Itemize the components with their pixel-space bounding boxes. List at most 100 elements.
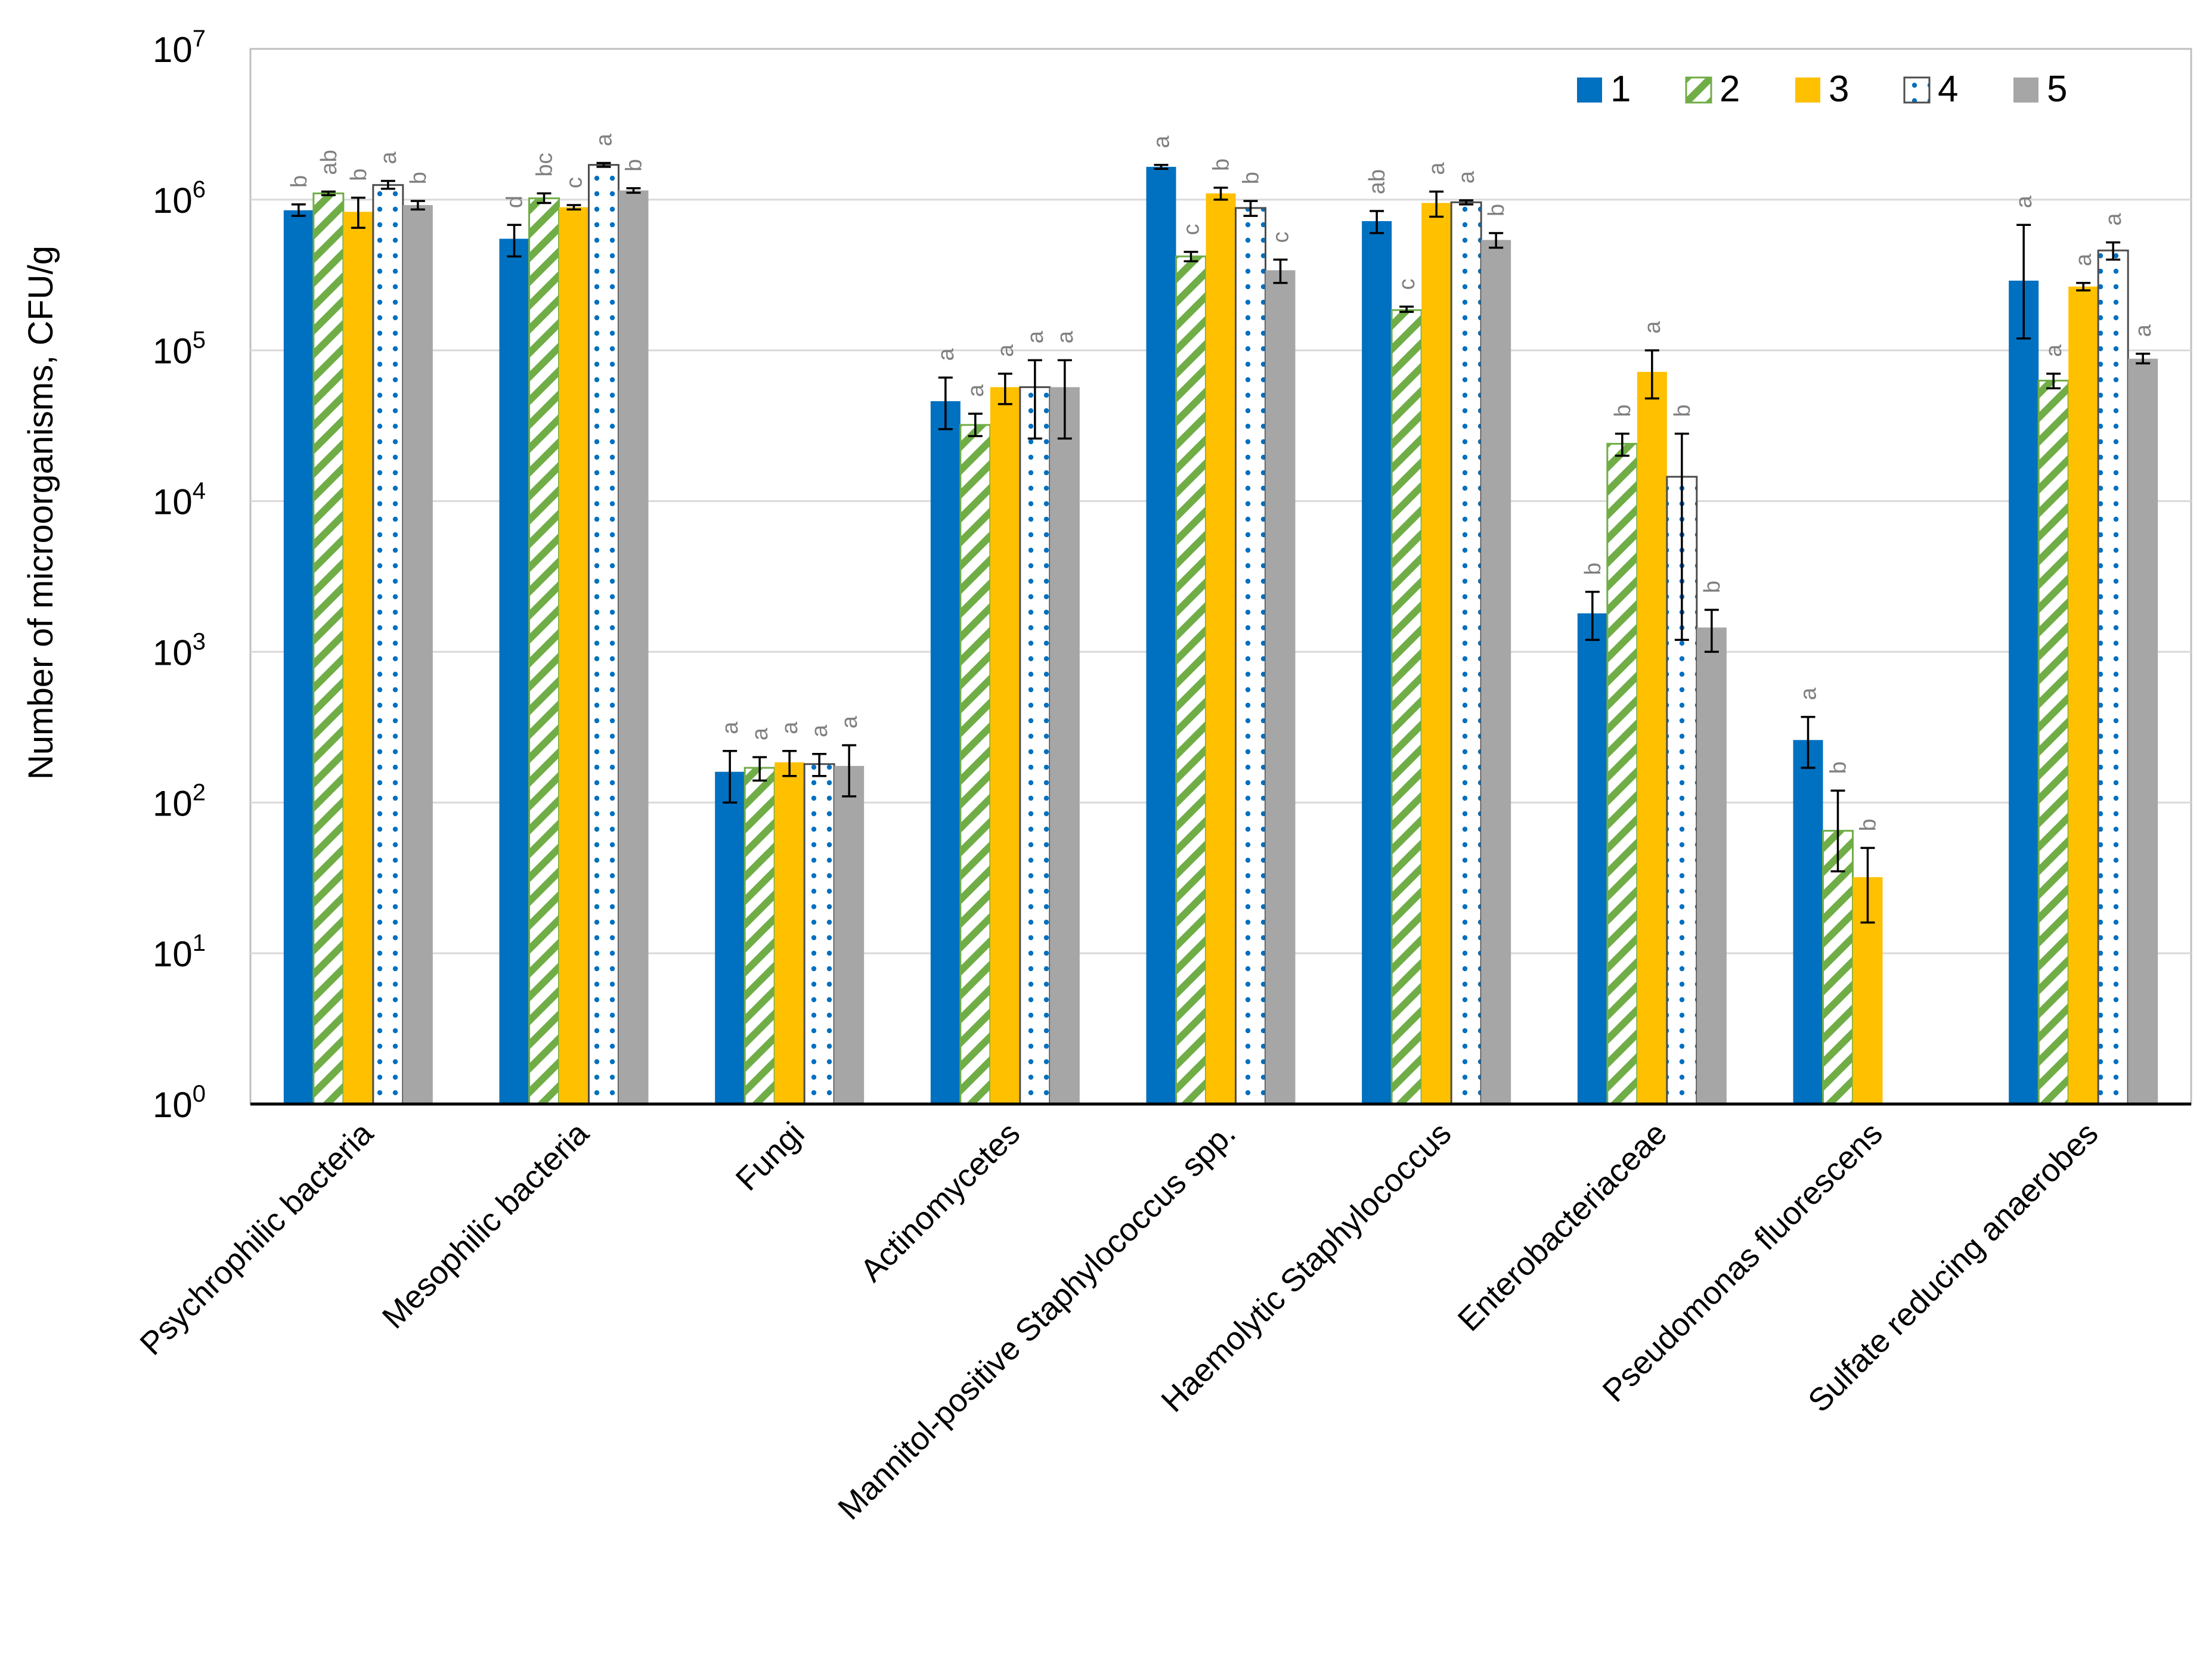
legend: 1 2 3 4 5 xyxy=(1577,69,2067,110)
bar-series-1 xyxy=(1793,740,1823,1104)
significance-letter: b xyxy=(1484,204,1509,216)
legend-swatch-3 xyxy=(1795,77,1820,103)
significance-letter: b xyxy=(287,175,312,188)
significance-letter: a xyxy=(1023,330,1048,343)
significance-letter: a xyxy=(2041,344,2067,357)
bar-series-5 xyxy=(1481,240,1511,1104)
legend-label: 2 xyxy=(1720,69,1740,110)
significance-letter: a xyxy=(2012,195,2037,208)
error-bar xyxy=(1830,789,1845,873)
error-bar xyxy=(1027,359,1042,440)
bar-series-3 xyxy=(559,207,589,1104)
error-bar xyxy=(1615,432,1629,457)
bars-layer xyxy=(283,164,2158,1105)
error-bar xyxy=(938,376,953,430)
y-tick-label: 105 xyxy=(153,327,206,371)
bar-series-4 xyxy=(1450,201,1482,1105)
significance-letter: a xyxy=(1150,135,1175,148)
significance-letter: a xyxy=(592,133,617,146)
bar-series-1 xyxy=(1362,221,1392,1104)
y-tick-label: 103 xyxy=(153,628,206,672)
bar-series-2 xyxy=(743,767,776,1105)
error-bar xyxy=(1273,258,1288,284)
bar-series-1 xyxy=(1146,166,1176,1105)
bar-series-1 xyxy=(2009,280,2039,1104)
significance-letter: b xyxy=(346,168,371,181)
error-bar xyxy=(2136,352,2151,365)
significance-letter: b xyxy=(1670,404,1695,417)
x-category-label: Mesophilic bacteria xyxy=(376,1115,596,1335)
bar-series-2 xyxy=(1175,255,1207,1105)
error-bar xyxy=(1057,359,1072,440)
significance-letter: b xyxy=(1581,563,1606,575)
x-category-label: Mannitol-positive Staphylococcus spp. xyxy=(831,1115,1243,1527)
error-bar xyxy=(968,413,983,438)
bar-series-4 xyxy=(803,763,835,1105)
y-tick-label: 106 xyxy=(153,176,206,221)
significance-letter: a xyxy=(2101,213,2126,226)
error-bar xyxy=(410,200,425,211)
error-bar xyxy=(321,190,336,197)
significance-letter: a xyxy=(934,348,959,361)
y-tick-labels: 100 101 102 103 104 105 106 107 xyxy=(153,26,206,1125)
bar-series-3 xyxy=(1206,193,1236,1104)
error-bar xyxy=(351,196,365,229)
significance-letter: a xyxy=(807,724,832,737)
error-bar xyxy=(723,749,738,804)
y-tick-label: 101 xyxy=(153,930,206,974)
significance-letter: a xyxy=(1424,162,1449,175)
error-bar xyxy=(507,224,522,258)
significance-letter: a xyxy=(993,344,1018,357)
error-bar xyxy=(1674,432,1689,641)
y-tick-label: 102 xyxy=(153,779,206,823)
bar-series-4 xyxy=(1019,386,1051,1105)
error-bar xyxy=(997,373,1012,405)
bar-series-2 xyxy=(312,192,345,1105)
bar-series-1 xyxy=(715,771,745,1104)
significance-letter: c xyxy=(1395,278,1420,290)
significance-letter: a xyxy=(1053,330,1078,343)
y-axis-title: Number of microorganisms, CFU/g xyxy=(21,246,60,780)
bar-series-3 xyxy=(774,762,805,1104)
significance-letter: a xyxy=(837,715,862,728)
legend-swatch-2 xyxy=(1685,76,1712,104)
significance-letter: b xyxy=(1700,581,1725,593)
significance-letter: a xyxy=(1796,687,1821,700)
significance-letter: b xyxy=(1209,159,1234,171)
error-bar xyxy=(1154,163,1169,170)
error-bar xyxy=(380,179,395,190)
significance-letter: c xyxy=(562,177,587,188)
significance-letter: a xyxy=(2071,253,2096,266)
bar-series-3 xyxy=(1637,371,1667,1104)
error-bar xyxy=(1184,250,1198,263)
error-bar xyxy=(1243,200,1258,217)
bar-series-3 xyxy=(2068,286,2099,1104)
bar-series-1 xyxy=(930,401,961,1104)
error-bar xyxy=(2016,224,2031,340)
significance-letter: bc xyxy=(532,153,557,176)
error-bar xyxy=(1213,187,1228,201)
significance-letter: b xyxy=(406,172,431,184)
bar-series-4 xyxy=(372,184,404,1105)
error-bar xyxy=(1399,305,1414,313)
significance-letter: a xyxy=(1454,170,1479,184)
bar-series-2 xyxy=(2037,379,2070,1105)
bar-series-3 xyxy=(343,212,373,1104)
significance-letter: ab xyxy=(317,150,342,175)
legend-label: 5 xyxy=(2047,69,2067,110)
bar-series-5 xyxy=(1265,270,1296,1104)
bar-series-5 xyxy=(618,190,649,1104)
error-bar xyxy=(2076,281,2091,292)
error-bar xyxy=(2046,373,2061,390)
bar-series-2 xyxy=(1390,309,1423,1105)
bar-series-2 xyxy=(528,197,560,1105)
error-bar xyxy=(1860,847,1875,924)
significance-letter: ab xyxy=(1365,169,1390,194)
x-category-label: Enterobacteriaceae xyxy=(1451,1115,1674,1338)
bar-series-1 xyxy=(499,238,529,1104)
error-bar xyxy=(2106,241,2121,261)
bar-series-2 xyxy=(959,424,992,1105)
bar-series-4 xyxy=(1235,207,1266,1105)
error-bar xyxy=(566,204,581,211)
